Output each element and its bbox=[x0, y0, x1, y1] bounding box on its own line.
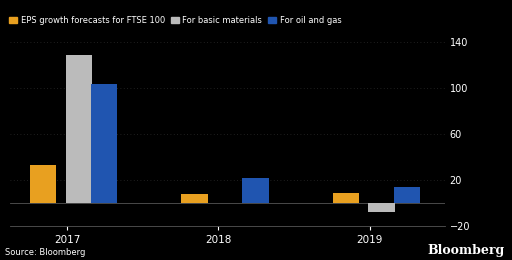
Bar bbox=[181, 194, 208, 203]
Bar bbox=[394, 187, 420, 203]
Bar bbox=[91, 84, 117, 203]
Bar bbox=[66, 55, 92, 203]
Text: Source: Bloomberg: Source: Bloomberg bbox=[5, 248, 86, 257]
Bar bbox=[333, 193, 359, 203]
Bar bbox=[242, 178, 269, 203]
Bar bbox=[30, 165, 56, 203]
Bar bbox=[369, 203, 395, 212]
Text: Bloomberg: Bloomberg bbox=[427, 244, 504, 257]
Legend: EPS growth forecasts for FTSE 100, For basic materials, For oil and gas: EPS growth forecasts for FTSE 100, For b… bbox=[6, 12, 345, 28]
